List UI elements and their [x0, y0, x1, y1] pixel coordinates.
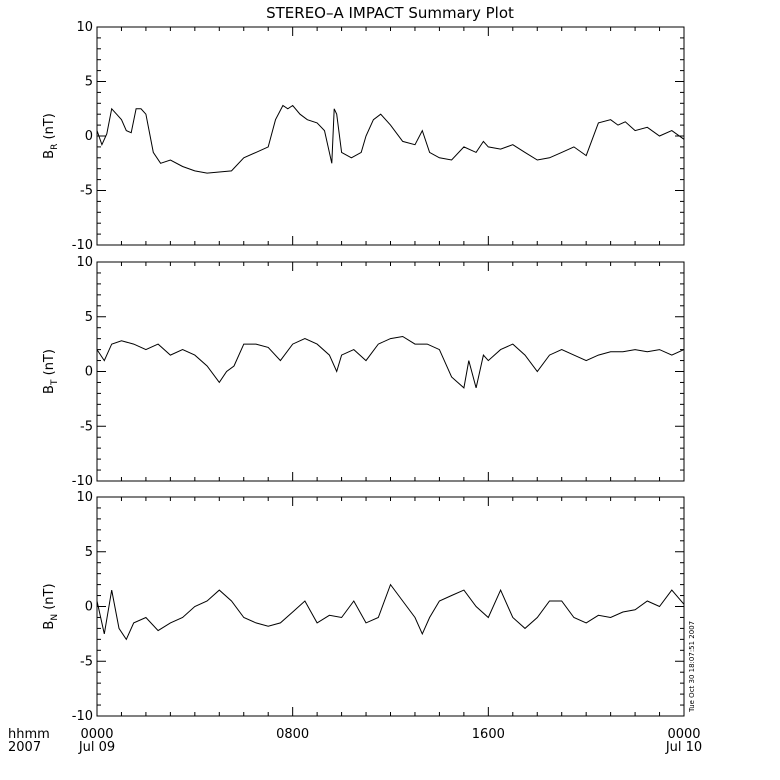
panel-n: -10 -5 0 5 10 BN (nT): [42, 490, 685, 724]
plot-frame: [96, 261, 685, 482]
y-tick-label: 5: [85, 75, 93, 90]
y-tick-label: 10: [76, 255, 93, 270]
y-tick-label: 10: [76, 490, 93, 505]
series-line-r: [96, 104, 685, 174]
y-axis-label-main: B: [42, 621, 57, 630]
y-axis-label: BT (nT): [42, 349, 60, 394]
time-tick-hhmm: 0000: [667, 727, 700, 742]
y-axis-label-main: B: [42, 385, 57, 394]
y-tick-label: 0: [85, 365, 93, 380]
time-tick-date: Jul 10: [665, 740, 702, 755]
y-axis-label: BN (nT): [42, 583, 60, 629]
panel-r: -10 -5 0 5 10 BR (nT): [42, 20, 685, 253]
y-axis-label-main: B: [42, 150, 57, 159]
time-tick-hhmm: 1600: [472, 727, 505, 742]
y-tick-label: 0: [85, 600, 93, 615]
y-tick-label: 5: [85, 310, 93, 325]
y-axis-label-unit: (nT): [42, 583, 57, 613]
y-tick-label: -5: [80, 419, 93, 434]
time-tick-hhmm: 0000: [80, 727, 113, 742]
series-line-n: [96, 583, 685, 641]
y-tick-label: -10: [72, 709, 93, 724]
y-tick-label: 10: [76, 20, 93, 35]
plot-frame: [96, 26, 685, 246]
y-axis-label-unit: (nT): [42, 349, 57, 379]
time-axis-row2-label: 2007: [8, 740, 41, 755]
y-tick-label: -5: [80, 654, 93, 669]
time-axis-row1-label: hhmm: [8, 727, 50, 742]
y-axis-label-sub: N: [50, 614, 60, 621]
plot-title: STEREO–A IMPACT Summary Plot: [266, 4, 514, 22]
y-tick-label: -10: [72, 238, 93, 253]
y-axis-label: BR (nT): [42, 113, 60, 159]
y-tick-label: -10: [72, 474, 93, 489]
y-tick-label: 0: [85, 129, 93, 144]
y-axis-label-sub: R: [50, 144, 60, 150]
panel-t: -10 -5 0 5 10 BT (nT): [42, 255, 685, 489]
y-tick-label: -5: [80, 184, 93, 199]
time-tick-hhmm: 0800: [276, 727, 309, 742]
series-line-t: [96, 335, 685, 389]
time-tick-date: Jul 09: [78, 740, 115, 755]
y-tick-label: 5: [85, 545, 93, 560]
timestamp-label: Tue Oct 30 18:07:51 2007: [688, 621, 696, 713]
y-axis-label-sub: T: [50, 379, 60, 386]
plot-frame: [96, 496, 685, 717]
y-axis-label-unit: (nT): [42, 113, 57, 143]
